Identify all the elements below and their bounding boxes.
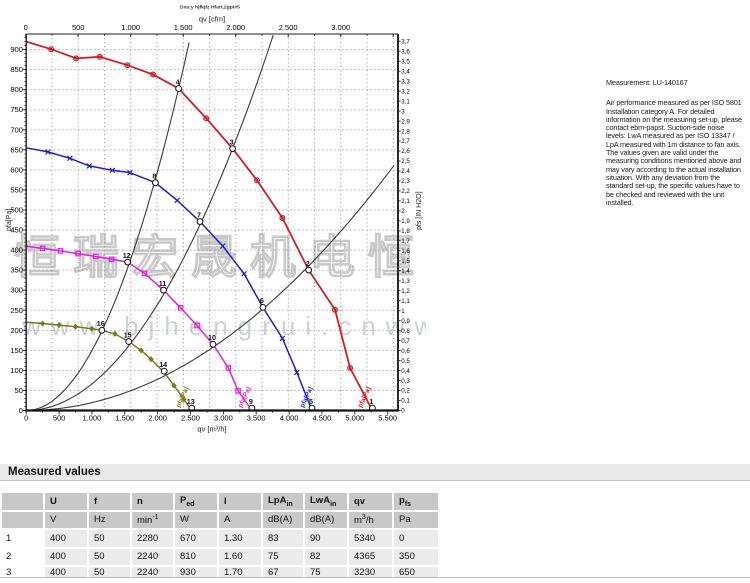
svg-text:2: 2 [306, 259, 310, 268]
svg-text:2,6: 2,6 [401, 148, 410, 155]
svg-text:qv [m³/h]: qv [m³/h] [197, 425, 226, 434]
svg-text:0,3: 0,3 [401, 378, 410, 385]
svg-text:1.500: 1.500 [115, 414, 134, 423]
svg-text:1,1: 1,1 [401, 298, 410, 305]
svg-text:2,3: 2,3 [401, 178, 410, 185]
svg-text:2.500: 2.500 [279, 23, 298, 32]
svg-text:3,6: 3,6 [401, 48, 410, 55]
svg-text:1,7: 1,7 [401, 238, 410, 245]
svg-text:0,6: 0,6 [401, 348, 410, 355]
svg-text:2,2: 2,2 [401, 188, 410, 195]
svg-text:150: 150 [10, 346, 23, 355]
svg-text:2,7: 2,7 [401, 138, 410, 145]
svg-text:200: 200 [10, 326, 23, 335]
svg-text:0: 0 [401, 408, 405, 415]
svg-text:0,4: 0,4 [401, 368, 410, 375]
svg-text:1.000: 1.000 [83, 414, 102, 423]
svg-text:50: 50 [15, 386, 23, 395]
svg-text:1.500: 1.500 [174, 23, 193, 32]
svg-text:0,9: 0,9 [401, 318, 410, 325]
svg-text:300: 300 [10, 286, 23, 295]
svg-text:0,7: 0,7 [401, 338, 410, 345]
svg-text:3.000: 3.000 [214, 414, 233, 423]
svg-text:700: 700 [10, 125, 23, 134]
svg-text:450: 450 [10, 226, 23, 235]
svg-text:2: 2 [401, 208, 405, 215]
svg-text:5.000: 5.000 [345, 414, 364, 423]
svg-text:1.000: 1.000 [121, 23, 140, 32]
svg-text:0,1: 0,1 [401, 398, 410, 405]
svg-text:3,4: 3,4 [401, 68, 410, 75]
svg-text:11: 11 [159, 279, 167, 288]
svg-text:2,5: 2,5 [401, 158, 410, 165]
svg-text:3,2: 3,2 [401, 88, 410, 95]
svg-text:3,5: 3,5 [401, 58, 410, 65]
svg-text:550: 550 [10, 185, 23, 194]
svg-text:2.000: 2.000 [148, 414, 167, 423]
svg-text:250: 250 [10, 306, 23, 315]
svg-text:16: 16 [97, 319, 105, 328]
svg-text:800: 800 [10, 85, 23, 94]
svg-text:12: 12 [123, 251, 131, 260]
svg-text:2,1: 2,1 [401, 198, 410, 205]
svg-text:1,8: 1,8 [401, 228, 410, 235]
svg-text:pfa[Pa]: pfa[Pa] [6, 209, 13, 231]
svg-text:350: 350 [10, 266, 23, 275]
svg-text:0: 0 [24, 414, 28, 423]
svg-text:2.000: 2.000 [226, 23, 245, 32]
svg-text:pfs [IN H2O]: pfs [IN H2O] [416, 191, 423, 230]
svg-text:1,4: 1,4 [401, 268, 410, 275]
svg-text:2,4: 2,4 [401, 168, 410, 175]
svg-text:900: 900 [10, 45, 23, 54]
svg-text:500: 500 [10, 206, 23, 215]
svg-text:Dxa:y hjfkjfz Hfart,2gpt#5: Dxa:y hjfkjfz Hfart,2gpt#5 [180, 5, 240, 11]
svg-text:850: 850 [10, 65, 23, 74]
svg-text:2,9: 2,9 [401, 118, 410, 125]
svg-text:4: 4 [176, 77, 180, 86]
svg-text:1,2: 1,2 [401, 288, 410, 295]
svg-text:7: 7 [197, 210, 201, 219]
svg-text:3.000: 3.000 [331, 23, 350, 32]
svg-text:10: 10 [208, 333, 216, 342]
svg-text:14: 14 [159, 360, 167, 369]
svg-text:3.500: 3.500 [247, 414, 266, 423]
svg-text:2.500: 2.500 [181, 414, 200, 423]
svg-text:0,8: 0,8 [401, 328, 410, 335]
svg-text:400: 400 [10, 246, 23, 255]
svg-text:1: 1 [401, 308, 405, 315]
svg-text:4.500: 4.500 [313, 414, 332, 423]
svg-text:750: 750 [10, 105, 23, 114]
svg-text:0,5: 0,5 [401, 358, 410, 365]
svg-text:6: 6 [260, 296, 264, 305]
svg-text:600: 600 [10, 165, 23, 174]
svg-text:0: 0 [24, 23, 28, 32]
svg-text:500: 500 [72, 23, 85, 32]
svg-text:5.500: 5.500 [378, 414, 397, 423]
svg-text:100: 100 [10, 366, 23, 375]
svg-text:qv [cfm]: qv [cfm] [199, 15, 225, 24]
svg-text:1,3: 1,3 [401, 278, 410, 285]
svg-text:8: 8 [152, 172, 156, 181]
svg-text:1,6: 1,6 [401, 248, 410, 255]
svg-text:3: 3 [401, 108, 405, 115]
svg-text:1: 1 [369, 397, 373, 406]
svg-text:3,3: 3,3 [401, 78, 410, 85]
svg-text:13: 13 [187, 397, 195, 406]
svg-text:9: 9 [249, 397, 253, 406]
svg-text:5: 5 [309, 397, 313, 406]
svg-text:3,7: 3,7 [401, 38, 410, 45]
svg-text:0: 0 [19, 406, 23, 415]
svg-text:0,2: 0,2 [401, 388, 410, 395]
svg-text:4.000: 4.000 [280, 414, 299, 423]
svg-text:1,5: 1,5 [401, 258, 410, 265]
svg-text:2,8: 2,8 [401, 128, 410, 135]
svg-text:3: 3 [230, 137, 234, 146]
svg-text:500: 500 [53, 414, 66, 423]
svg-text:3,1: 3,1 [401, 98, 410, 105]
svg-text:1,9: 1,9 [401, 218, 410, 225]
svg-text:650: 650 [10, 145, 23, 154]
svg-text:15: 15 [124, 330, 132, 339]
